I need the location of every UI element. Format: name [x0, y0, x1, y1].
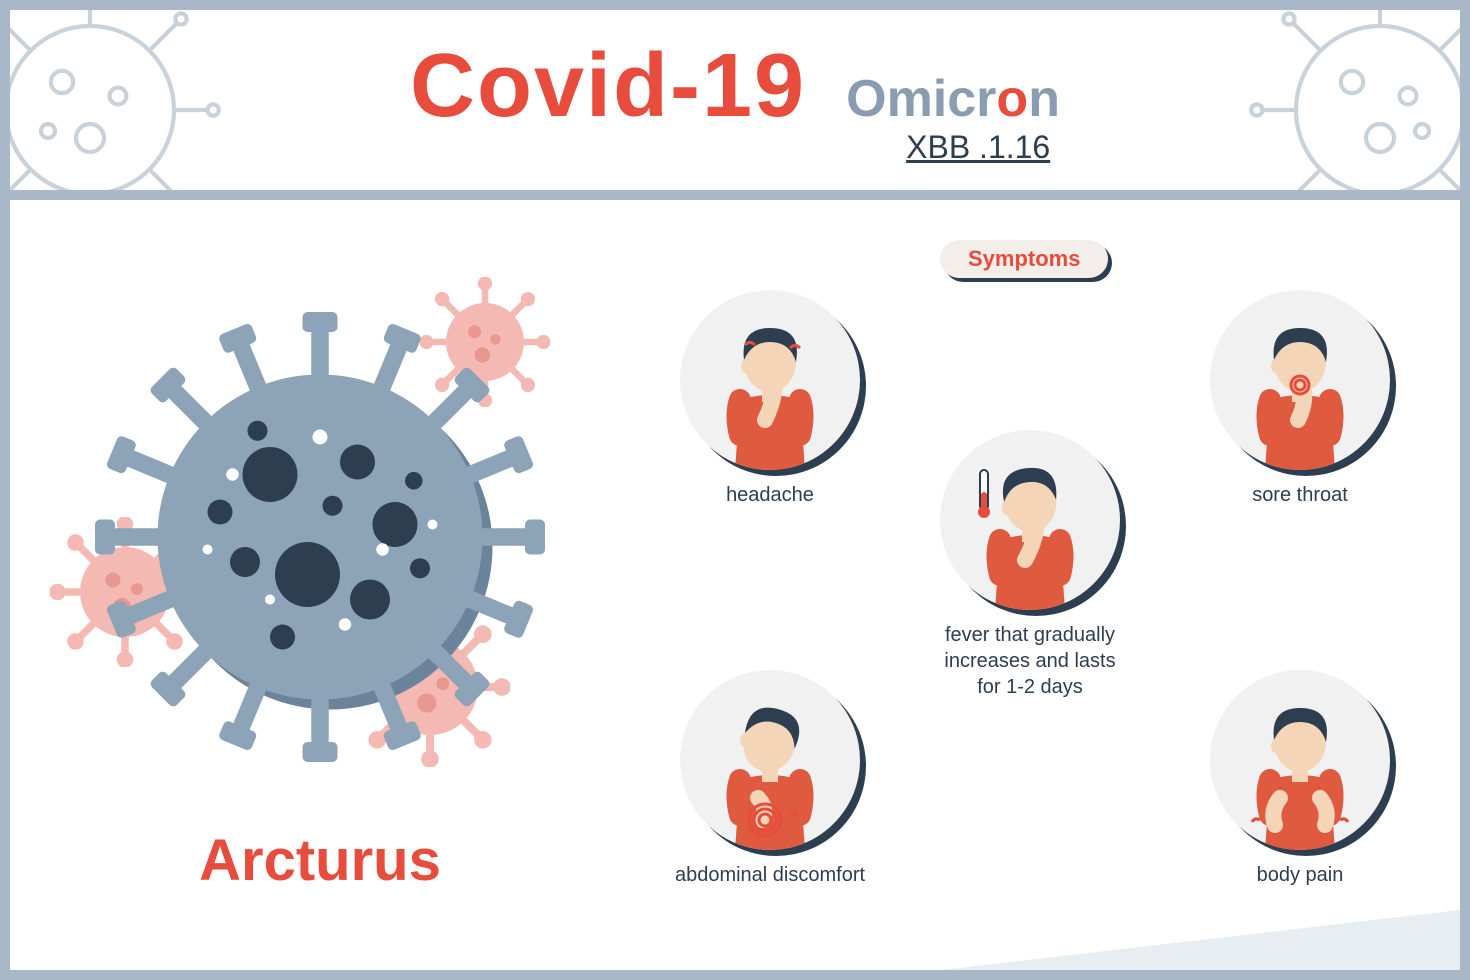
main-panel: Arcturus Symptoms headache — [10, 200, 1460, 970]
symptom-abdominal: abdominal discomfort — [670, 670, 870, 888]
symptom-illustration — [940, 430, 1120, 610]
infographic-container: Covid-19 Omicron XBB .1.16 — [10, 10, 1460, 970]
symptom-illustration — [680, 290, 860, 470]
symptom-headache: headache — [670, 290, 870, 508]
covid-title: Covid-19 — [410, 35, 806, 138]
header-banner: Covid-19 Omicron XBB .1.16 — [10, 10, 1460, 190]
symptom-illustration — [1210, 290, 1390, 470]
symptom-label: body pain — [1200, 862, 1400, 888]
symptom-sore-throat: sore throat — [1200, 290, 1400, 508]
symptom-label: fever that gradually increases and lasts… — [930, 622, 1130, 700]
variant-name-label: Arcturus — [199, 827, 441, 894]
symptom-label: abdominal discomfort — [670, 862, 870, 888]
omicron-subtitle: Omicron — [846, 69, 1060, 129]
virus-outline-left-icon — [10, 10, 230, 190]
virus-outline-right-icon — [1240, 10, 1460, 190]
symptom-illustration — [1210, 670, 1390, 850]
symptom-fever: fever that gradually increases and lasts… — [930, 430, 1130, 700]
big-virus-icon — [70, 287, 570, 787]
symptoms-panel: Symptoms headache — [630, 200, 1460, 970]
footer-slope-decoration — [630, 910, 1460, 970]
symptom-label: sore throat — [1200, 482, 1400, 508]
variant-code: XBB .1.16 — [906, 129, 1050, 166]
symptom-label: headache — [670, 482, 870, 508]
symptom-body-pain: body pain — [1200, 670, 1400, 888]
symptoms-badge: Symptoms — [940, 240, 1108, 278]
left-panel: Arcturus — [10, 200, 630, 970]
symptom-illustration — [680, 670, 860, 850]
